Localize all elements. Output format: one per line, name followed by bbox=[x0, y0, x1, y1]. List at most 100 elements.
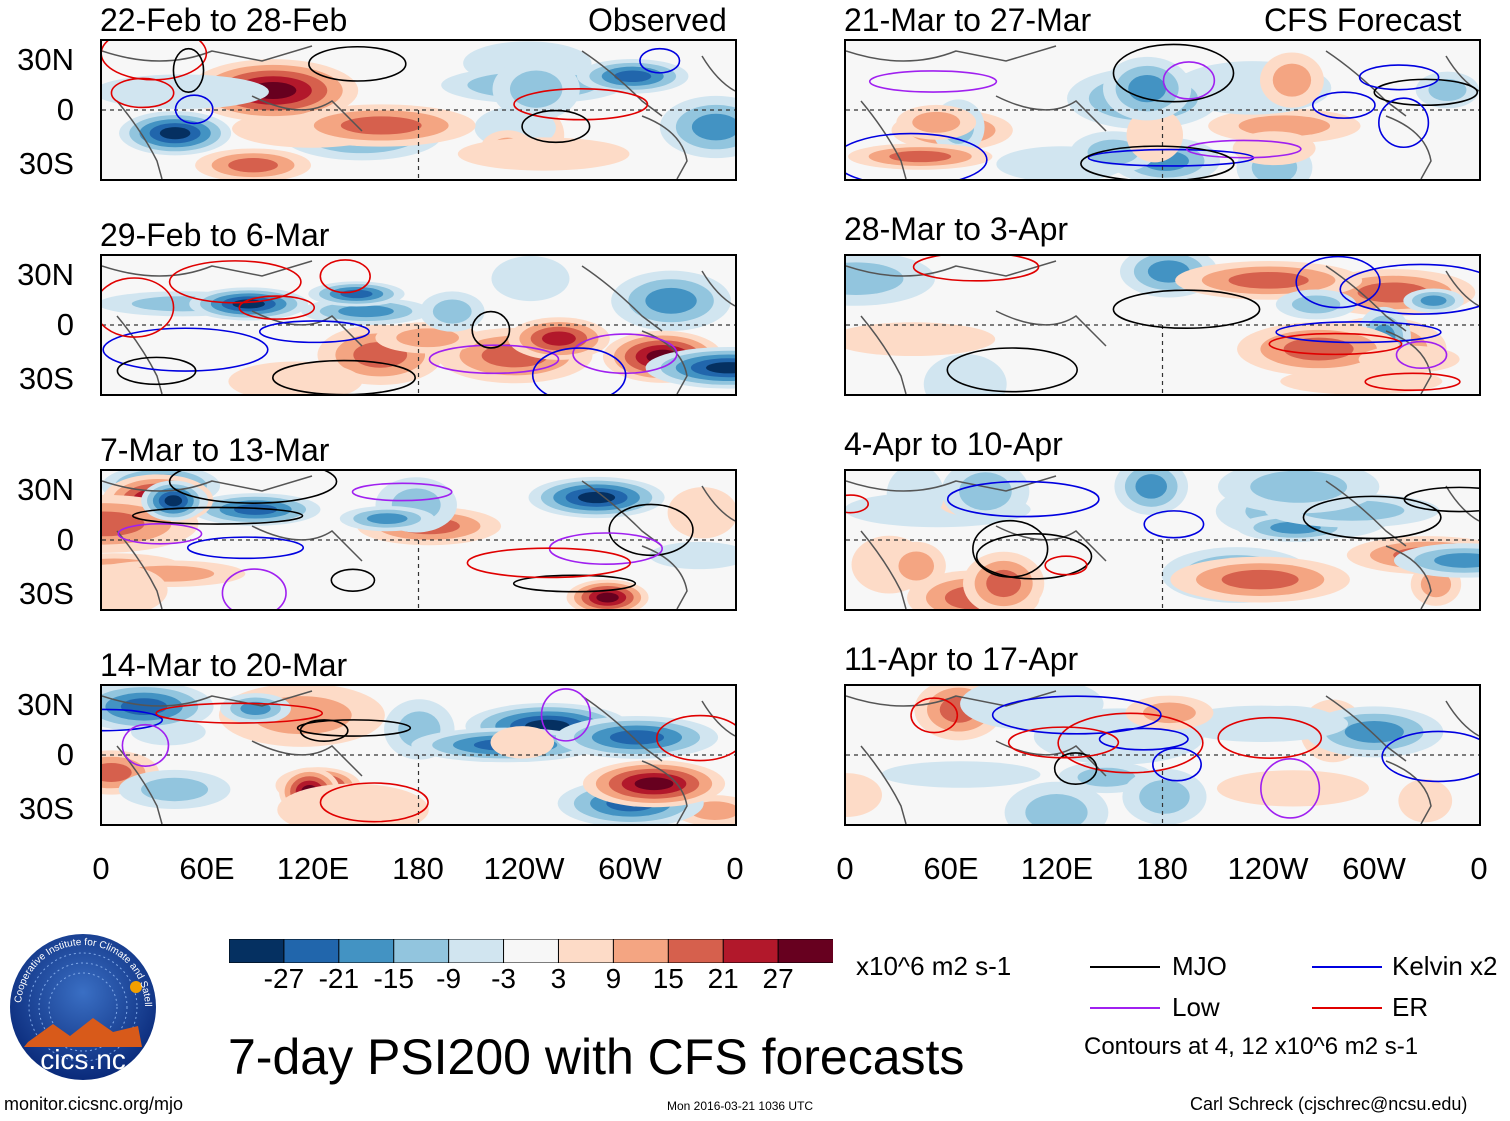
filter-contour bbox=[102, 708, 164, 732]
lat-label-0: 0 bbox=[56, 522, 74, 557]
filter-contour bbox=[512, 574, 637, 593]
lon-label-120e: 120E bbox=[276, 851, 350, 886]
legend-label-mjo: MJO bbox=[1172, 951, 1227, 981]
colorbar-swatch bbox=[283, 938, 340, 964]
filter-contour bbox=[1381, 730, 1479, 783]
coastline bbox=[641, 330, 688, 394]
filter-contour bbox=[1112, 289, 1261, 330]
psi-field-shade bbox=[614, 70, 652, 83]
psi-map bbox=[846, 43, 1479, 179]
filter-contour bbox=[428, 344, 560, 375]
filter-contour bbox=[102, 277, 175, 338]
filter-contour bbox=[975, 533, 1093, 580]
filter-contour bbox=[846, 132, 988, 179]
coastline bbox=[701, 55, 735, 92]
filter-contour bbox=[102, 327, 269, 372]
coastline bbox=[641, 545, 688, 609]
lon-label-120w: 120W bbox=[483, 851, 565, 886]
filter-contour bbox=[608, 503, 694, 557]
legend-line-er bbox=[1312, 1007, 1382, 1009]
filter-contour bbox=[1260, 758, 1321, 819]
filter-contour bbox=[1112, 43, 1235, 103]
lon-label-120w: 120W bbox=[1227, 851, 1309, 886]
colorbar-swatch bbox=[777, 938, 834, 964]
psi-map bbox=[102, 41, 735, 179]
filter-contour bbox=[466, 547, 632, 579]
lon-label-0: 0 bbox=[1470, 851, 1488, 886]
legend-line-kelvin bbox=[1312, 966, 1382, 968]
map-panel-obs-3 bbox=[100, 469, 737, 611]
coastline bbox=[102, 45, 313, 62]
psi-field-shade bbox=[1139, 780, 1190, 814]
psi-field-shade bbox=[1221, 569, 1299, 590]
coastline bbox=[116, 745, 163, 824]
footer-url[interactable]: monitor.cicsnc.org/mjo bbox=[4, 1094, 184, 1114]
coastline bbox=[995, 740, 1107, 777]
psi-field-shade bbox=[277, 783, 429, 824]
lat-label-30n: 30N bbox=[17, 687, 74, 722]
psi-field-shade bbox=[1143, 702, 1196, 724]
psi-field-shade bbox=[596, 592, 619, 603]
filter-contour bbox=[531, 347, 627, 394]
filter-contour bbox=[1364, 372, 1461, 392]
coastline bbox=[846, 690, 1057, 707]
panel-title-obs-4: 14-Mar to 20-Mar bbox=[100, 647, 348, 683]
filter-contour bbox=[186, 536, 305, 560]
lat-label-30n: 30N bbox=[17, 42, 74, 77]
filter-contour bbox=[319, 259, 371, 294]
filter-contour bbox=[296, 719, 412, 737]
coastline bbox=[251, 95, 363, 132]
filter-contour bbox=[991, 695, 1162, 735]
map-panel-fc-2 bbox=[844, 254, 1481, 396]
filter-contour bbox=[221, 568, 287, 609]
filter-contour bbox=[1395, 340, 1448, 370]
psi-map bbox=[846, 256, 1479, 394]
colorbar-tick-label: 27 bbox=[762, 963, 794, 994]
filter-contour bbox=[1098, 727, 1189, 751]
lon-label-60e: 60E bbox=[923, 851, 979, 886]
lon-label-0: 0 bbox=[726, 851, 744, 886]
psi-field-shade bbox=[1232, 131, 1316, 166]
psi-field-shade bbox=[1344, 720, 1404, 743]
psi-field-shade bbox=[228, 361, 363, 394]
filter-contour bbox=[1311, 91, 1376, 119]
filter-contour bbox=[1373, 78, 1479, 107]
coastline bbox=[1385, 115, 1432, 179]
coastline bbox=[1445, 270, 1479, 307]
psi-field-shade bbox=[634, 777, 674, 791]
coastline bbox=[995, 95, 1107, 132]
map-panel-fc-3 bbox=[844, 469, 1481, 611]
coastline bbox=[581, 695, 663, 762]
colorbar-tick-label: 15 bbox=[652, 963, 684, 994]
filter-contour bbox=[174, 94, 214, 125]
colorbar-swatch bbox=[448, 938, 505, 964]
psi-field-shade bbox=[1420, 571, 1452, 598]
lon-label-60w: 60W bbox=[598, 851, 662, 886]
filter-contour bbox=[121, 723, 170, 767]
psi-field-shade bbox=[691, 113, 735, 141]
filter-contour bbox=[513, 88, 649, 121]
psi-field-shade bbox=[432, 299, 472, 324]
filter-contour bbox=[168, 471, 338, 504]
filter-contour bbox=[155, 702, 324, 724]
map-panel-obs-1 bbox=[100, 39, 737, 181]
filter-contour bbox=[521, 109, 591, 144]
colorbar-swatch bbox=[722, 938, 780, 964]
colorbar-tick-label: -21 bbox=[318, 963, 360, 994]
logo-text: cics.nc bbox=[40, 1044, 126, 1075]
psi-map bbox=[846, 686, 1479, 824]
filter-contour bbox=[1185, 139, 1302, 159]
coastline bbox=[701, 700, 735, 737]
lat-label-30n: 30N bbox=[17, 472, 74, 507]
coastline bbox=[102, 690, 313, 707]
colorbar-tick-label: 9 bbox=[605, 963, 622, 994]
filter-contour bbox=[116, 356, 197, 386]
filter-contour bbox=[319, 782, 429, 823]
coastline bbox=[995, 310, 1107, 347]
colorbar-tick-label: 3 bbox=[550, 963, 567, 994]
filter-contour bbox=[110, 77, 175, 109]
filter-contour bbox=[351, 482, 453, 502]
colorbar-tick-label: -27 bbox=[263, 963, 305, 994]
colorbar-swatch bbox=[338, 938, 395, 964]
filter-contour bbox=[1053, 752, 1098, 785]
